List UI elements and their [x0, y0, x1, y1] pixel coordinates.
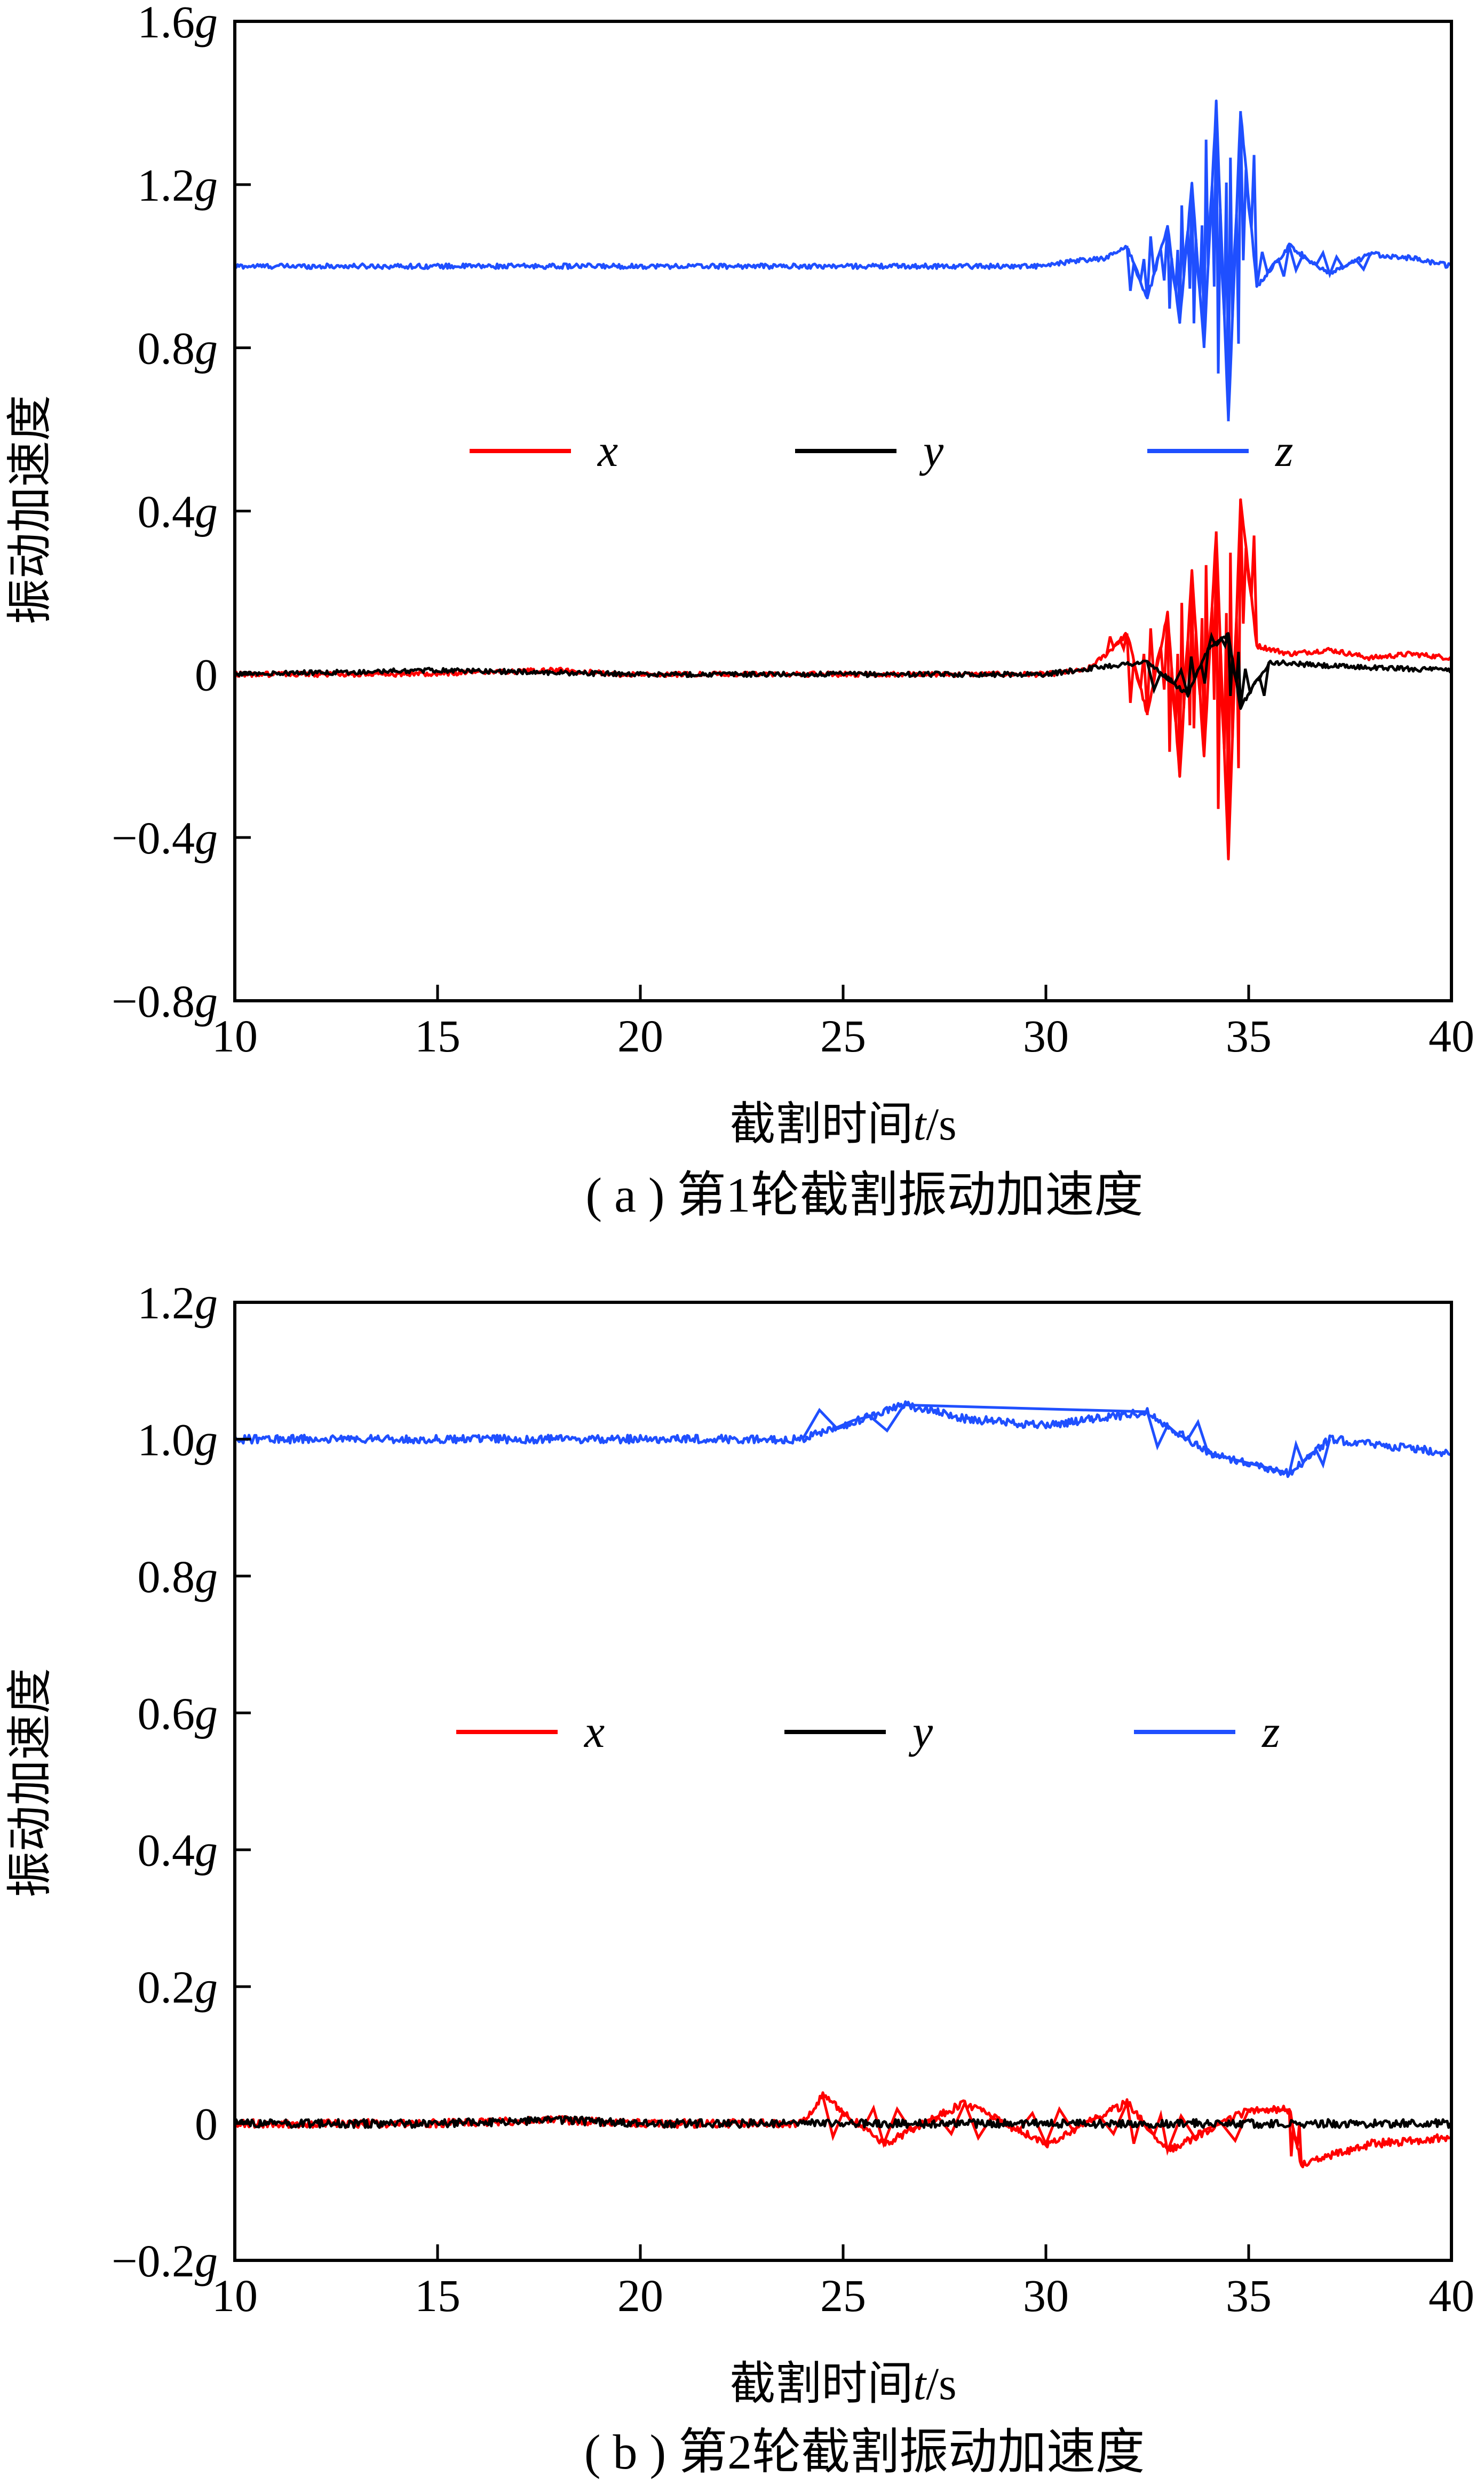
x-tick-label: 35 [1226, 2270, 1272, 2321]
x-tick-label: 10 [212, 2270, 258, 2321]
x-tick-label: 40 [1429, 2270, 1474, 2321]
y-tick-label: −0.4g [112, 812, 218, 864]
y-tick-label: 1.2g [138, 1277, 218, 1328]
x-tick-label: 30 [1023, 2270, 1069, 2321]
x-tick-label: 15 [415, 1010, 461, 1062]
series-y-line [233, 632, 1453, 710]
chart-b: 10 15 20 25 30 35 40 −0.2g 0 0.2g 0.4g 0.6g 0.8g 1.0g… [4, 1277, 1474, 2479]
series-y-line [233, 2115, 1452, 2129]
legend-label-x: x [583, 1706, 605, 1757]
figure-caption: ( a ) 第1轮截割振动加速度 [585, 1168, 1143, 1222]
series-z-line [233, 1400, 1453, 1478]
x-tick-label: 30 [1023, 1010, 1069, 1062]
series-x-line [233, 2091, 1452, 2169]
series-x-burst [821, 2095, 1303, 2165]
x-axis-label: 截割时间t/s [729, 1098, 956, 1150]
chart-a: 10 15 20 25 30 35 40 −0.8g −0.4g 0 0.4g 0.8g 1.2g 1.6… [4, 0, 1474, 1222]
y-tick-label: 1.2g [138, 160, 218, 211]
y-tick-label: −0.2g [112, 2235, 218, 2287]
y-axis-label: 振动加速度 [4, 1668, 55, 1897]
series-x-burst [1105, 499, 1258, 858]
y-tick-label: 0 [195, 649, 218, 700]
y-tick-label: 0.2g [138, 1961, 218, 2013]
x-tick-label: 15 [415, 2270, 461, 2321]
x-tick-label: 35 [1226, 1010, 1272, 1062]
y-axis-label: 振动加速度 [4, 395, 55, 624]
series-z-burst [801, 1403, 1331, 1475]
x-tick-label: 20 [617, 1010, 663, 1062]
y-tick-label: 1.0g [138, 1414, 218, 1465]
plot-frame [233, 20, 1453, 1002]
legend-label-x: x [597, 425, 618, 476]
x-tick-label: 25 [820, 1010, 866, 1062]
y-tick-label: 1.6g [138, 0, 218, 48]
x-tick-label: 25 [820, 2270, 866, 2321]
legend-label-z: z [1261, 1706, 1280, 1757]
y-tick-label: 0 [195, 2099, 218, 2150]
x-tick-label: 20 [617, 2270, 663, 2321]
legend-label-y: y [908, 1706, 933, 1757]
x-tick-label: 40 [1429, 1010, 1474, 1062]
figure-caption: ( b ) 第2轮截割振动加速度 [584, 2425, 1145, 2479]
y-tick-label: −0.8g [112, 976, 218, 1027]
x-axis-label: 截割时间t/s [729, 2358, 956, 2409]
x-tick-label: 10 [212, 1010, 258, 1062]
y-tick-label: 0.4g [138, 486, 218, 537]
y-tick-label: 0.6g [138, 1688, 218, 1739]
series-z-burst [1125, 102, 1372, 422]
legend-label-z: z [1275, 425, 1293, 476]
series-x-line [233, 498, 1452, 861]
y-tick-label: 0.8g [138, 1551, 218, 1602]
y-tick-label: 0.8g [138, 323, 218, 374]
series-z-line [233, 99, 1453, 421]
y-tick-label: 0.4g [138, 1825, 218, 1876]
legend-label-y: y [919, 425, 944, 476]
series-y-burst [1146, 631, 1271, 707]
